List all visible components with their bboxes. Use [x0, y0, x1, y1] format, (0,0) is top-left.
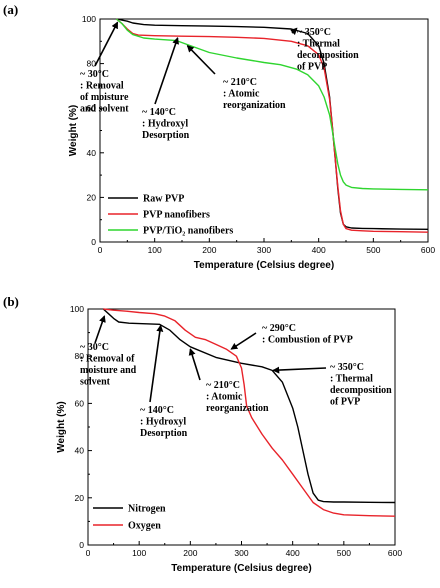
- annotation-text: moisture and: [80, 365, 137, 376]
- legend: Raw PVP PVP nanofibers PVP/TiO₂ nanofibers: [108, 194, 233, 237]
- annotation-text: and solvent: [80, 104, 129, 115]
- annotation-text: ~ 350°C: [330, 362, 364, 373]
- y-tick-label: 80: [87, 59, 97, 69]
- annotation-arrow: [290, 27, 298, 36]
- annotation-text: : Hydroxyl: [140, 417, 186, 428]
- annotation-arrow: [272, 366, 327, 374]
- annotation-text: of PVP: [330, 397, 360, 408]
- annotation-text: solvent: [80, 377, 111, 388]
- annotation-text: Desorption: [140, 428, 188, 439]
- annotation-arrow: [154, 37, 179, 105]
- legend-label: Nitrogen: [128, 504, 166, 515]
- annotation-text: : Thermal: [330, 374, 373, 385]
- annotation-text: decomposition: [330, 385, 392, 396]
- series-line-2: [115, 18, 429, 233]
- y-tick-label: 80: [75, 351, 85, 361]
- y-tick-label: 60: [75, 398, 85, 408]
- x-tick-label: 300: [234, 548, 248, 558]
- y-tick-label: 40: [87, 148, 97, 158]
- annotation-text: : Removal: [80, 81, 124, 92]
- annotation-text: : Atomic: [206, 392, 243, 403]
- annotation-text: of PVP: [297, 62, 327, 73]
- annotation-text: ~ 30°C: [80, 69, 109, 80]
- annotation-text: ~ 30°C: [80, 342, 109, 353]
- y-tick-label: 20: [87, 192, 97, 202]
- annotation-text: : Removal of: [80, 354, 135, 365]
- y-axis-title: Weight (%): [68, 105, 79, 156]
- series-line-3: [115, 18, 429, 191]
- annotation-text: reorganization: [223, 100, 286, 111]
- x-tick-label: 300: [257, 245, 271, 255]
- annotation-text: : Hydroxyl: [142, 119, 188, 130]
- annotation-text: ~ 210°C: [223, 77, 257, 88]
- y-axis-title: Weight (%): [56, 401, 67, 452]
- x-tick-label: 400: [312, 245, 326, 255]
- y-tick-label: 20: [75, 493, 85, 503]
- annotation: ~ 290°C: Combustion of PVP: [230, 323, 353, 350]
- legend-label: PVP nanofibers: [143, 210, 210, 221]
- annotation-text: ~ 350°C: [297, 27, 331, 38]
- annotation-arrow: [94, 21, 119, 67]
- annotation-text: decomposition: [297, 50, 359, 61]
- annotation-text: ~ 210°C: [206, 380, 240, 391]
- annotation-arrow: [188, 348, 201, 381]
- annotation-text: : Atomic: [223, 89, 260, 100]
- annotation-text: reorganization: [206, 403, 269, 414]
- annotation-text: Desorption: [142, 130, 190, 141]
- y-tick-label: 100: [70, 304, 84, 314]
- legend: Nitrogen Oxygen: [93, 504, 166, 532]
- series-line-2: [103, 308, 396, 517]
- x-tick-label: 100: [132, 548, 146, 558]
- x-axis-title: Temperature (Celsius degree): [194, 260, 334, 271]
- panel-b: (b) 0 100 200 300 400 500 600 0 20 40 60 80 100 Temper…: [3, 294, 402, 574]
- annotation-text: ~ 290°C: [262, 323, 296, 334]
- x-tick-label: 500: [337, 548, 351, 558]
- annotation-arrow: [94, 315, 106, 344]
- y-tick-label: 100: [82, 14, 96, 24]
- annotation-text: of moisture: [80, 92, 129, 103]
- x-tick-label: 200: [202, 245, 216, 255]
- panel-label: (b): [3, 294, 19, 309]
- annotation-text: ~ 140°C: [140, 405, 174, 416]
- y-tick-label: 0: [79, 540, 84, 550]
- x-axis-title: Temperature (Celsius degree): [171, 563, 311, 574]
- y-tick-label: 40: [75, 446, 85, 456]
- x-tick-label: 0: [98, 245, 103, 255]
- annotation-text: : Thermal: [297, 39, 340, 50]
- legend-label: PVP/TiO₂ nanofibers: [143, 226, 233, 237]
- x-tick-label: 600: [421, 245, 435, 255]
- x-tick-label: 100: [148, 245, 162, 255]
- legend-label: Oxygen: [128, 521, 161, 532]
- x-tick-label: 500: [366, 245, 380, 255]
- annotation-arrow: [186, 45, 216, 75]
- annotation-arrow: [149, 324, 164, 403]
- panel-a: (a) 0 100 200 300 400 500 600 0 20 40 60 80 100 Temper…: [3, 2, 435, 271]
- series-line-1: [102, 308, 396, 504]
- x-tick-label: 200: [183, 548, 197, 558]
- y-tick-label: 60: [87, 103, 97, 113]
- series-line-1: [116, 18, 429, 230]
- panel-label: (a): [3, 2, 18, 17]
- annotation-text: : Combustion of PVP: [262, 335, 353, 346]
- annotation-text: ~ 140°C: [142, 107, 176, 118]
- x-tick-label: 600: [388, 548, 402, 558]
- legend-label: Raw PVP: [143, 194, 184, 205]
- x-tick-label: 0: [86, 548, 91, 558]
- annotation-arrow: [230, 332, 257, 350]
- y-tick-label: 0: [91, 237, 96, 247]
- x-tick-label: 400: [286, 548, 300, 558]
